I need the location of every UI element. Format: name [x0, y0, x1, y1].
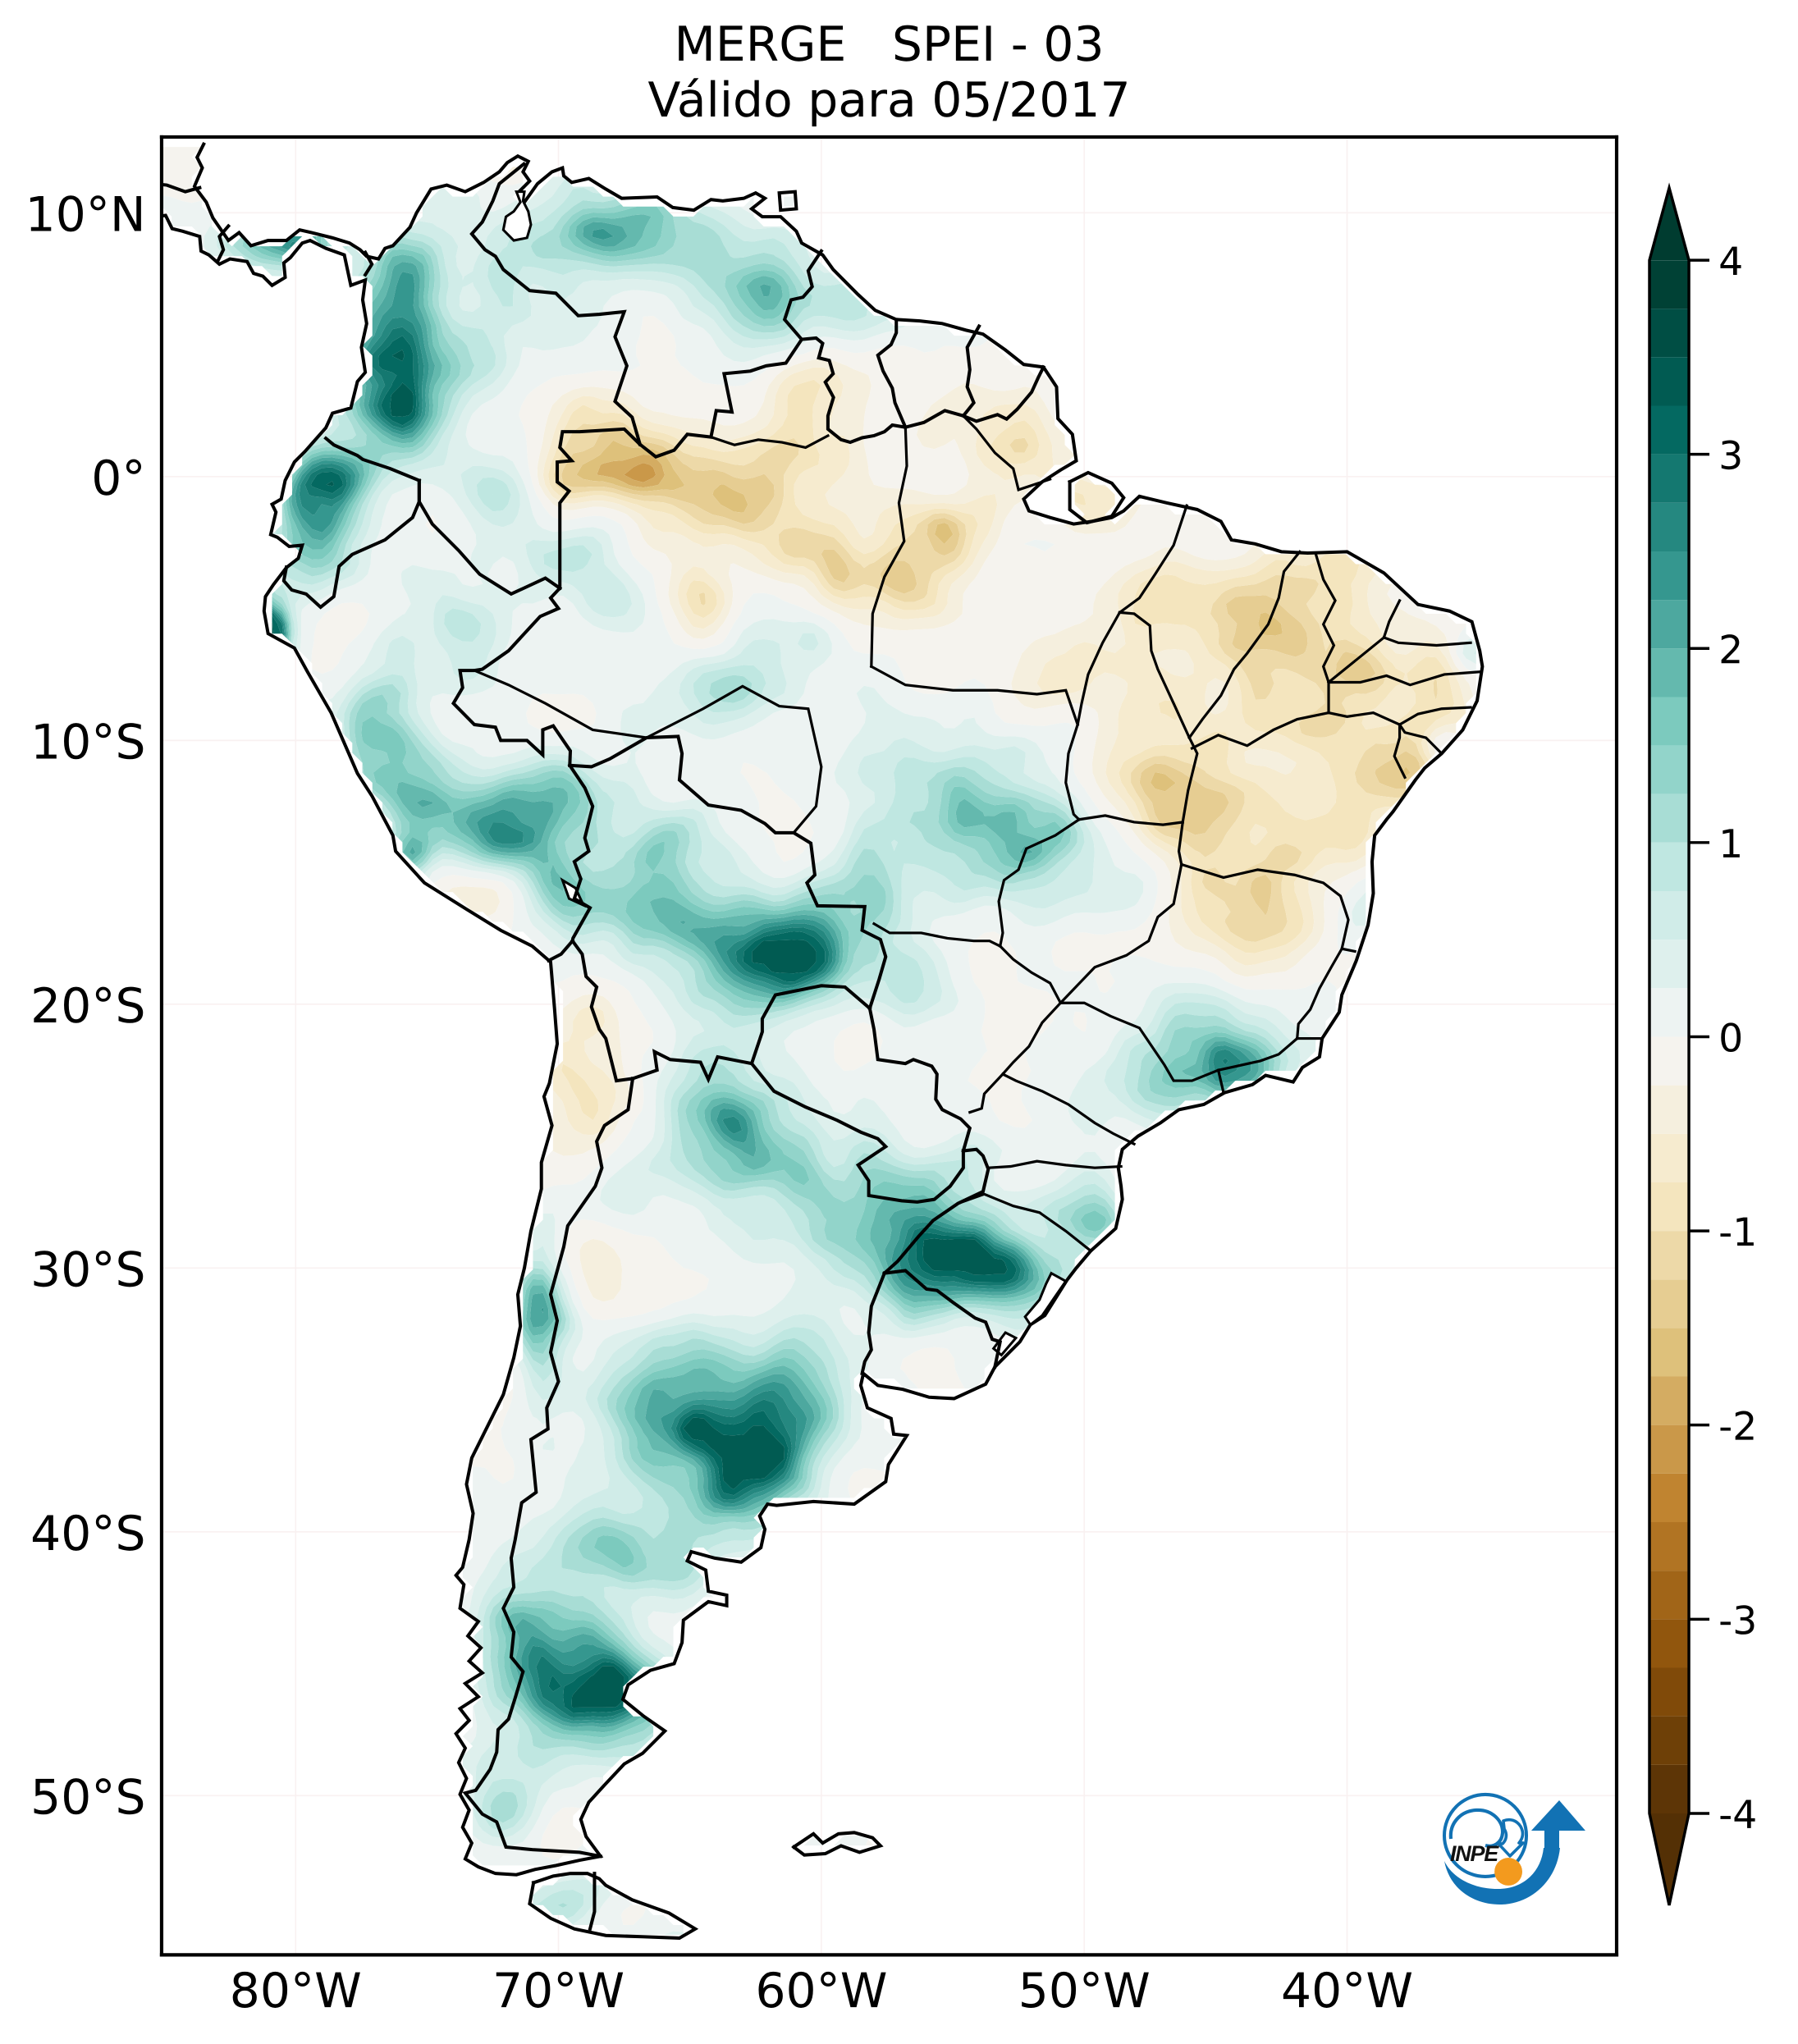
- svg-text:INPE: INPE: [1450, 1841, 1499, 1866]
